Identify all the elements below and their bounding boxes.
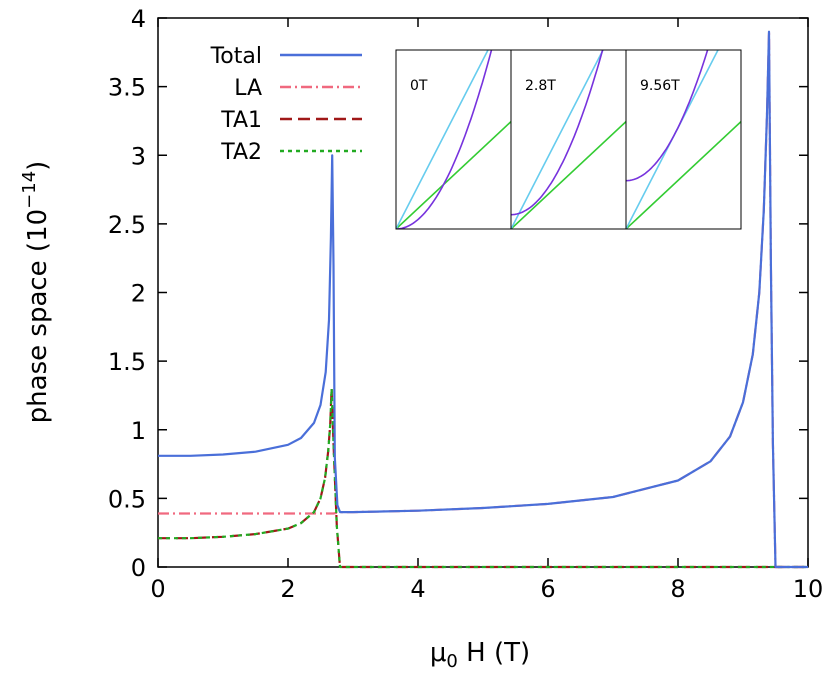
y-axis-title: phase space (10−14) (19, 161, 53, 424)
inset-curves (626, 50, 741, 229)
inset-curves (511, 50, 626, 229)
inset-parabola (396, 50, 493, 229)
inset-steep-line (396, 50, 489, 229)
inset-panel-9-56t: 9.56T (625, 49, 742, 230)
x-tick-label-6: 6 (540, 575, 555, 603)
y-tick-label-1: 1 (131, 417, 146, 445)
inset-panel-border (510, 49, 627, 230)
series-line-total (158, 30, 808, 569)
x-axis-title: μ0 H (T) (430, 638, 530, 672)
x-tick-label-4: 4 (410, 575, 425, 603)
inset-shallow-line (396, 121, 511, 229)
inset-panel-border (625, 49, 742, 230)
inset-panel-label: 2.8T (525, 78, 556, 94)
inset-parabola (511, 50, 604, 216)
legend: Total LA TA1 TA2 (210, 44, 362, 165)
y-tick-label-0.5: 0.5 (108, 485, 146, 513)
x-tick-label-10: 10 (793, 575, 824, 603)
series-line-ta2 (158, 387, 808, 569)
inset-panel-0t: 0T (395, 49, 512, 230)
inset-curves (396, 50, 511, 229)
y-tick-label-1.5: 1.5 (108, 348, 146, 376)
inset-panel-border (395, 49, 512, 230)
inset-shallow-line (626, 121, 741, 229)
y-tick-label-2: 2 (131, 280, 146, 308)
series-layer (158, 30, 808, 569)
x-tick-label-2: 2 (280, 575, 295, 603)
y-tick-label-4: 4 (131, 5, 146, 33)
axis-ticks: 0 2 4 6 8 10 0 0.5 1 1.5 2 2.5 3 3.5 4 (108, 5, 823, 603)
x-tick-label-8: 8 (670, 575, 685, 603)
inset-panel-2-8t: 2.8T (510, 49, 627, 230)
legend-label-ta2: TA2 (220, 140, 262, 165)
inset-shallow-line (511, 121, 626, 229)
x-tick-label-0: 0 (150, 575, 165, 603)
y-tick-label-0: 0 (131, 554, 146, 582)
y-tick-label-3.5: 3.5 (108, 74, 146, 102)
series-line-ta1 (158, 387, 808, 569)
y-tick-label-3: 3 (131, 142, 146, 170)
legend-label-total: Total (210, 44, 262, 69)
inset: 0T 2.8T 9.56T (395, 49, 742, 230)
inset-panel-label: 0T (410, 78, 428, 94)
inset-steep-line (511, 50, 604, 229)
inset-panel-label: 9.56T (640, 78, 680, 94)
legend-label-la: LA (234, 76, 262, 101)
legend-label-ta1: TA1 (220, 108, 262, 133)
y-tick-label-2.5: 2.5 (108, 211, 146, 239)
inset-parabola (626, 50, 709, 182)
